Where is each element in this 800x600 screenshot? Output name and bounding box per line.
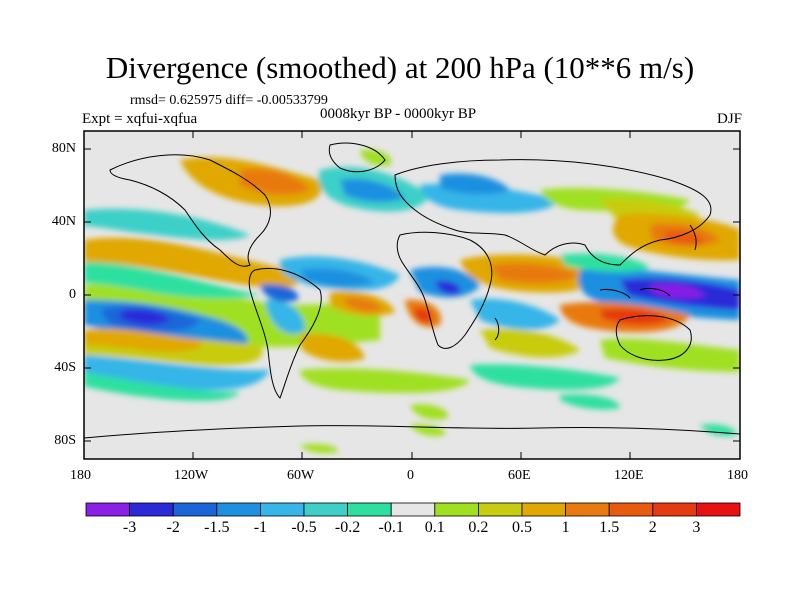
colorbar-swatch [85,502,130,517]
y-tick-label-40n: 40N [51,214,76,229]
y-tick-label-80n: 80N [51,141,76,156]
colorbar-label: 0.5 [512,519,532,536]
colorbar-label: 0.1 [424,519,445,536]
colorbar-swatch [434,502,479,517]
colorbar-label: 1 [561,519,570,536]
y-tick-label-80s: 80S [54,433,76,448]
colorbar-swatch [129,502,174,517]
colorbar-swatch [172,502,218,517]
x-tick-label-60e: 60E [508,468,531,483]
divergence-field [84,149,740,454]
x-tick-label-180w: 180 [70,468,91,483]
colorbar-label: -3 [122,519,137,536]
colorbar-label: 3 [692,519,701,536]
period-label: 0008kyr BP - 0000kyr BP [320,106,477,122]
colorbar-label: 0.2 [468,519,489,536]
colorbar-label: 1.5 [599,519,620,536]
colorbar-label: -0.2 [334,519,361,536]
colorbar-label: -0.1 [378,519,404,536]
colorbar-label: 2 [648,519,657,536]
y-axis-ticks [84,148,740,442]
colorbar-swatch [477,502,523,517]
colorbar-swatch [347,502,392,517]
y-tick-label-0: 0 [69,287,76,302]
map-title: Divergence (smoothed) at 200 hPa (10**6 … [105,50,695,85]
season-label: DJF [716,111,742,127]
colorbar-label: -0.5 [291,519,317,536]
x-tick-label-60w: 60W [287,468,315,483]
colorbar-swatch [216,502,261,517]
colorbar [85,502,741,517]
colorbar-swatch [303,502,348,517]
colorbar-swatch [521,502,566,517]
experiment-label: Expt = xqfui-xqfua [82,111,198,127]
colorbar-swatch [696,502,741,517]
colorbar-swatch [608,502,654,517]
x-tick-label-120w: 120W [174,468,209,483]
colorbar-label: -1 [253,519,268,536]
x-tick-label-0: 0 [407,468,414,483]
colorbar-swatch [652,502,697,517]
colorbar-label: -1.5 [204,519,230,536]
x-tick-label-180e: 180 [727,468,748,483]
coastlines [84,142,740,439]
rmsd-diff-stats: rmsd= 0.625975 diff= -0.00533799 [130,93,328,108]
colorbar-label: -2 [166,519,180,536]
colorbar-swatch [565,502,610,517]
y-tick-label-40s: 40S [54,360,76,375]
x-axis-ticks [83,131,741,459]
colorbar-swatch [259,502,305,517]
colorbar-swatch [390,502,436,517]
x-tick-label-120e: 120E [614,468,644,483]
